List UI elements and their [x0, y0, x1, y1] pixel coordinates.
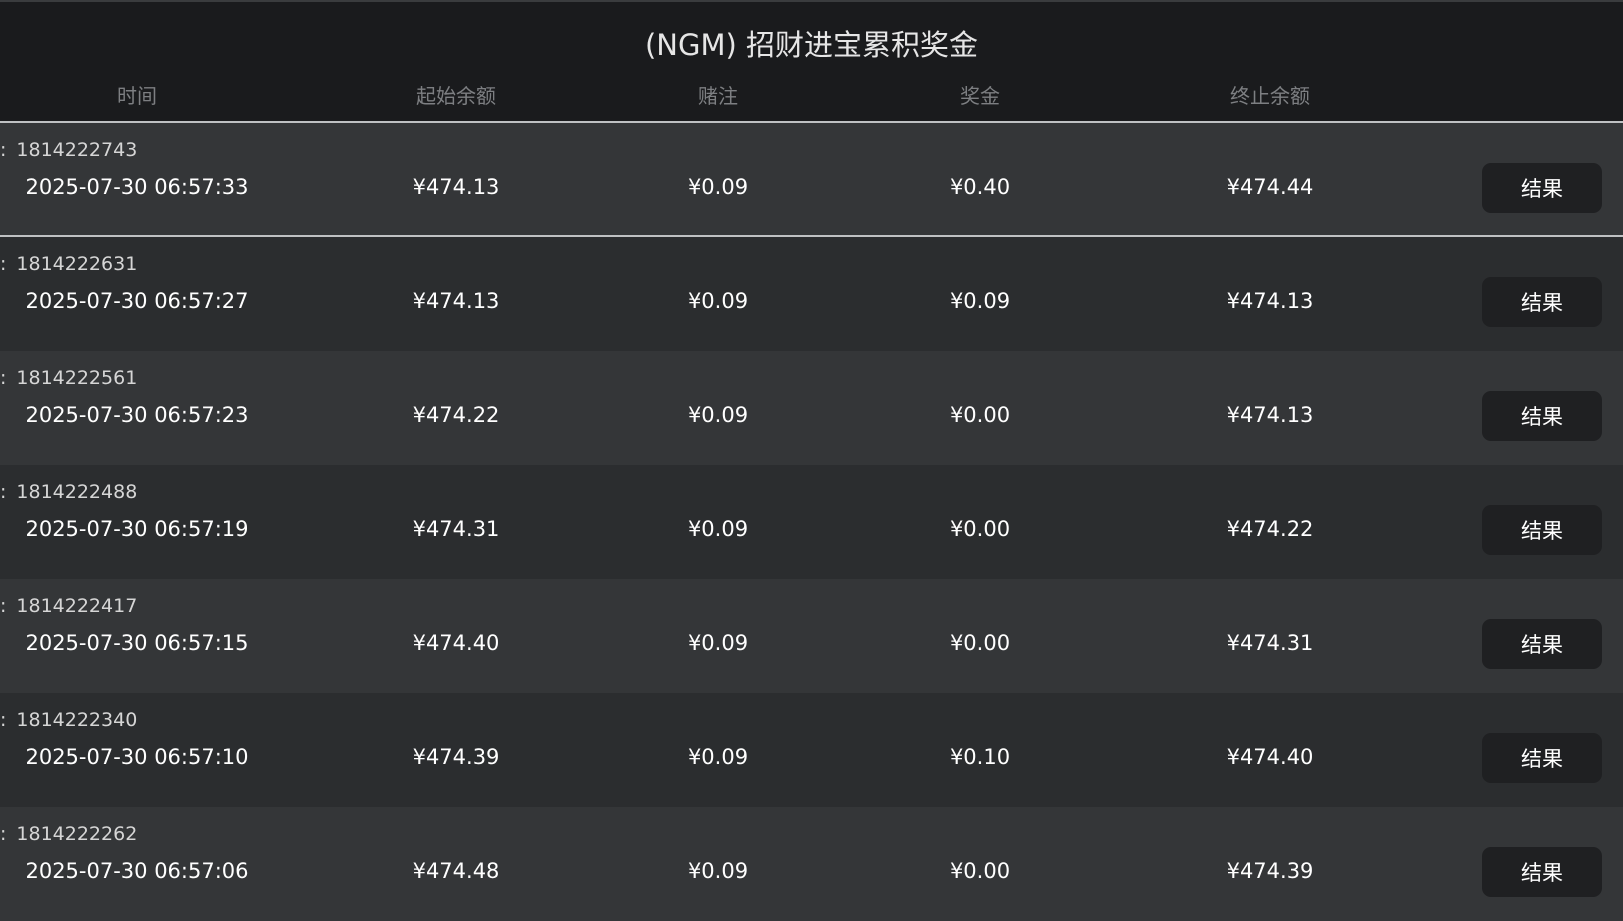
cell-time: 2025-07-30 06:57:19 — [25, 517, 249, 541]
round-id-label: : — [0, 139, 7, 161]
result-button[interactable]: 结果 — [1482, 619, 1602, 669]
result-button[interactable]: 结果 — [1482, 391, 1602, 441]
result-button[interactable]: 结果 — [1482, 277, 1602, 327]
cell-start-balance: ¥474.22 — [412, 403, 500, 427]
cell-start-balance: ¥474.39 — [412, 745, 500, 769]
table-row[interactable]: :1814222743 2025-07-30 06:57:33 ¥474.13 ¥0.… — [0, 123, 1623, 237]
round-id: :1814222340 — [0, 709, 137, 731]
table-row[interactable]: :1814222631 2025-07-30 06:57:27 ¥474.13 ¥0.… — [0, 237, 1623, 351]
table-row[interactable]: :1814222417 2025-07-30 06:57:15 ¥474.40 ¥0.… — [0, 579, 1623, 693]
page-title: (NGM) 招财进宝累积奖金 — [644, 28, 979, 62]
header-divider — [0, 121, 1623, 123]
round-id-value: 1814222262 — [16, 823, 138, 845]
header-start-balance: 起始余额 — [416, 84, 496, 108]
cell-end-balance: ¥474.40 — [1226, 745, 1314, 769]
cell-end-balance: ¥474.31 — [1226, 631, 1314, 655]
cell-bet: ¥0.09 — [687, 517, 749, 541]
round-id: :1814222561 — [0, 367, 137, 389]
round-id-label: : — [0, 709, 7, 731]
round-id-label: : — [0, 481, 7, 503]
header-end-balance: 终止余额 — [1230, 84, 1310, 108]
cell-end-balance: ¥474.13 — [1226, 289, 1314, 313]
cell-start-balance: ¥474.31 — [412, 517, 500, 541]
round-id-value: 1814222488 — [16, 481, 138, 503]
header-time: 时间 — [117, 84, 157, 108]
cell-prize: ¥0.00 — [949, 859, 1011, 883]
table-row[interactable]: :1814222488 2025-07-30 06:57:19 ¥474.31 ¥0.… — [0, 465, 1623, 579]
cell-time: 2025-07-30 06:57:06 — [25, 859, 249, 883]
round-id-value: 1814222561 — [16, 367, 138, 389]
cell-prize: ¥0.00 — [949, 517, 1011, 541]
cell-end-balance: ¥474.13 — [1226, 403, 1314, 427]
cell-bet: ¥0.09 — [687, 403, 749, 427]
round-id-label: : — [0, 823, 7, 845]
cell-start-balance: ¥474.48 — [412, 859, 500, 883]
cell-time: 2025-07-30 06:57:33 — [25, 175, 249, 199]
cell-prize: ¥0.00 — [949, 631, 1011, 655]
cell-end-balance: ¥474.22 — [1226, 517, 1314, 541]
cell-time: 2025-07-30 06:57:15 — [25, 631, 249, 655]
round-id: :1814222488 — [0, 481, 137, 503]
round-id: :1814222631 — [0, 253, 137, 275]
round-id-value: 1814222340 — [16, 709, 138, 731]
table-row[interactable]: :1814222340 2025-07-30 06:57:10 ¥474.39 ¥0.… — [0, 693, 1623, 807]
cell-prize: ¥0.09 — [949, 289, 1011, 313]
table-row[interactable]: :1814222561 2025-07-30 06:57:23 ¥474.22 ¥0.… — [0, 351, 1623, 465]
table-row[interactable]: :1814222262 2025-07-30 06:57:06 ¥474.48 ¥0.… — [0, 807, 1623, 921]
header-prize: 奖金 — [960, 84, 1000, 108]
cell-bet: ¥0.09 — [687, 859, 749, 883]
round-id-value: 1814222743 — [16, 139, 138, 161]
result-button[interactable]: 结果 — [1482, 163, 1602, 213]
round-id-value: 1814222631 — [16, 253, 138, 275]
cell-prize: ¥0.40 — [949, 175, 1011, 199]
cell-time: 2025-07-30 06:57:10 — [25, 745, 249, 769]
cell-start-balance: ¥474.13 — [412, 175, 500, 199]
result-button[interactable]: 结果 — [1482, 733, 1602, 783]
cell-bet: ¥0.09 — [687, 175, 749, 199]
cell-time: 2025-07-30 06:57:23 — [25, 403, 249, 427]
round-id: :1814222262 — [0, 823, 137, 845]
round-id: :1814222743 — [0, 139, 137, 161]
round-id-label: : — [0, 367, 7, 389]
cell-time: 2025-07-30 06:57:27 — [25, 289, 249, 313]
cell-bet: ¥0.09 — [687, 745, 749, 769]
round-id: :1814222417 — [0, 595, 137, 617]
round-id-label: : — [0, 253, 7, 275]
cell-end-balance: ¥474.39 — [1226, 859, 1314, 883]
cell-end-balance: ¥474.44 — [1226, 175, 1314, 199]
round-id-label: : — [0, 595, 7, 617]
cell-bet: ¥0.09 — [687, 289, 749, 313]
round-id-value: 1814222417 — [16, 595, 138, 617]
header-bet: 赌注 — [698, 84, 738, 108]
top-divider — [0, 0, 1623, 2]
cell-start-balance: ¥474.13 — [412, 289, 500, 313]
cell-prize: ¥0.00 — [949, 403, 1011, 427]
cell-bet: ¥0.09 — [687, 631, 749, 655]
result-button[interactable]: 结果 — [1482, 847, 1602, 897]
result-button[interactable]: 结果 — [1482, 505, 1602, 555]
cell-start-balance: ¥474.40 — [412, 631, 500, 655]
cell-prize: ¥0.10 — [949, 745, 1011, 769]
